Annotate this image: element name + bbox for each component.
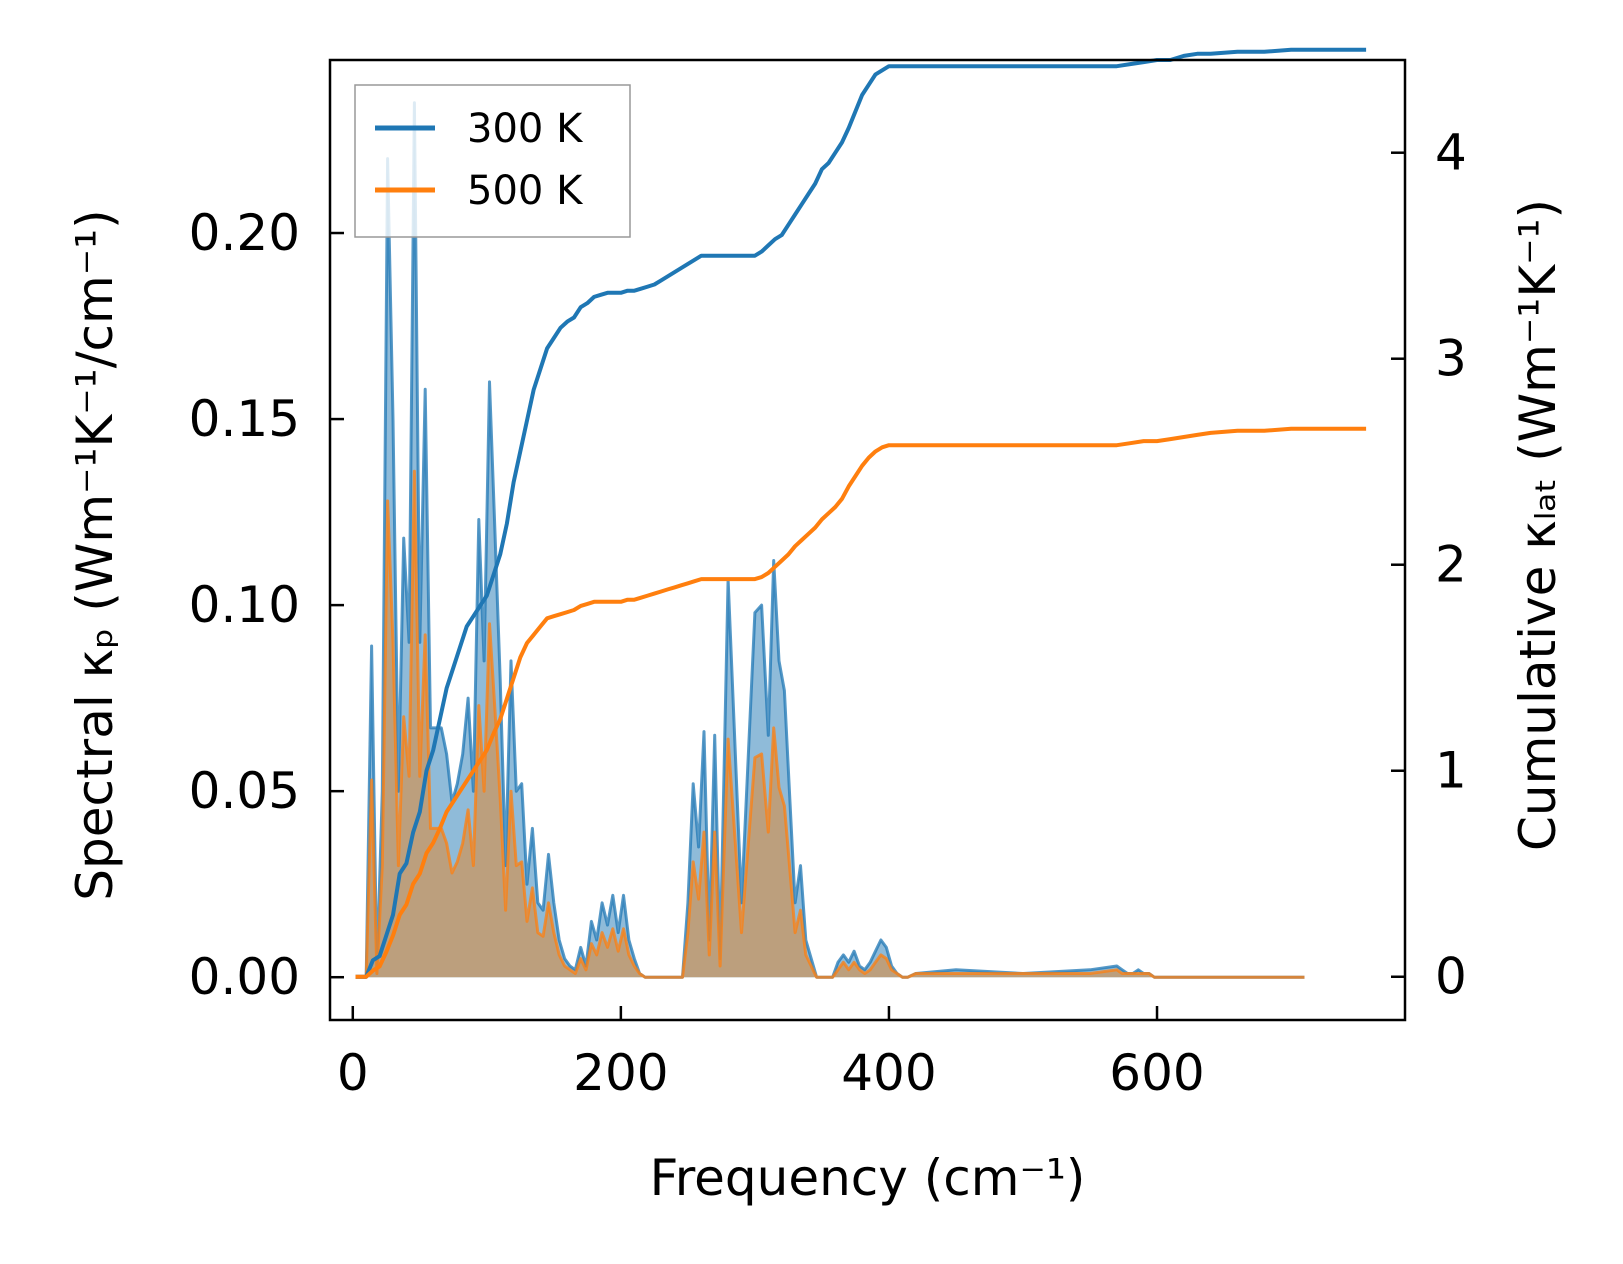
spectral-fill-500k	[355, 471, 1305, 978]
y-right-tick-label: 1	[1435, 742, 1467, 800]
y-right-tick-label: 0	[1435, 948, 1467, 1006]
x-axis-title: Frequency (cm⁻¹)	[650, 1149, 1086, 1207]
y-right-tick-label: 2	[1435, 536, 1467, 594]
cumulative-line-300k	[355, 47, 1367, 979]
axes: 0 200 400 600 0.00 0.05 0.10 0.15 0.20 0 1 2 3 4 Frequ…	[66, 58, 1567, 1207]
y-left-tick-label: 0.20	[189, 204, 300, 262]
y-left-tick-label: 0.15	[189, 390, 300, 448]
x-tick-label: 400	[841, 1044, 936, 1102]
y-right-tick-label: 4	[1435, 124, 1467, 182]
legend: 300 K 500 K	[354, 84, 631, 238]
spectral-line-500k	[355, 469, 1305, 979]
legend-box	[354, 84, 631, 238]
y-left-tick-label: 0.05	[189, 762, 300, 820]
x-tick-label: 200	[573, 1044, 668, 1102]
legend-label: 300 K	[467, 106, 584, 152]
plot-area	[355, 47, 1367, 979]
x-tick-label: 0	[337, 1044, 369, 1102]
cumulative-line-500k	[355, 426, 1367, 979]
y-right-axis-title: Cumulative κₗₐₜ (Wm⁻¹K⁻¹)	[1509, 199, 1567, 851]
y-left-tick-label: 0.00	[189, 948, 300, 1006]
y-left-tick-label: 0.10	[189, 576, 300, 634]
x-tick-label: 600	[1109, 1044, 1204, 1102]
axes-frame	[328, 58, 1407, 1022]
legend-label: 500 K	[467, 168, 584, 214]
y-right-tick-label: 3	[1435, 330, 1467, 388]
y-left-axis-title: Spectral κₚ (Wm⁻¹K⁻¹/cm⁻¹)	[66, 209, 124, 900]
